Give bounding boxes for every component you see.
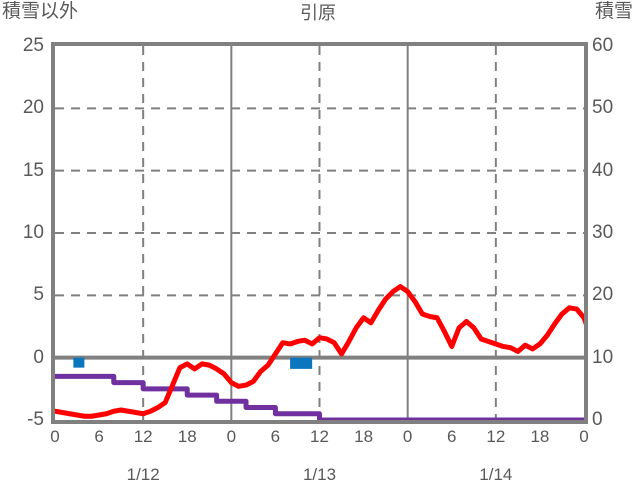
- x-axis-tick: 6: [270, 427, 281, 446]
- x-axis-tick: 12: [133, 427, 153, 446]
- y-axis-tick-left: 25: [22, 35, 44, 56]
- precipitation-bar: [290, 357, 313, 369]
- x-axis-tick: 6: [94, 427, 104, 446]
- x-axis-date-label: 1/12: [126, 465, 160, 484]
- x-axis-tick: 6: [447, 427, 457, 446]
- y-axis-tick-right: 30: [592, 222, 614, 243]
- y-axis-tick-right: 50: [592, 97, 614, 119]
- x-axis-tick: 0: [226, 427, 237, 446]
- x-axis-tick: 18: [354, 427, 374, 446]
- plot-area: [51, 42, 588, 424]
- x-axis-date-label: 1/13: [302, 465, 337, 484]
- y-axis-tick-left: 0: [33, 346, 44, 368]
- x-axis-tick: 12: [486, 427, 506, 446]
- x-axis-tick: 12: [310, 427, 329, 446]
- y-axis-tick-left: 5: [33, 284, 44, 306]
- temperature-line: [55, 284, 584, 419]
- y-axis-tick-left: -5: [27, 409, 44, 430]
- plot-svg: [55, 46, 584, 420]
- x-axis-tick: 0: [402, 427, 413, 446]
- x-axis-tick: 0: [579, 427, 589, 446]
- y-axis-tick-right: 10: [592, 346, 614, 368]
- y-axis-tick-left: 10: [22, 222, 44, 243]
- y-axis-tick-right: 60: [592, 35, 614, 56]
- y-axis-tick-right: 20: [592, 284, 614, 306]
- x-axis-tick: 0: [50, 427, 60, 446]
- y-axis-tick-right: 40: [592, 159, 614, 181]
- y-axis-tick-right: 0: [592, 409, 603, 430]
- left-axis-label: 積雪以外: [2, 1, 79, 22]
- x-axis-tick: 18: [530, 427, 550, 446]
- snow-depth-line: [55, 373, 584, 420]
- y-axis-tick-left: 15: [22, 159, 44, 181]
- precipitation-bar: [73, 357, 85, 368]
- x-axis-date-label: 1/14: [479, 465, 513, 484]
- right-axis-label: 積雪: [594, 1, 633, 22]
- chart-title: 引原: [300, 3, 336, 23]
- y-axis-tick-left: 20: [22, 97, 44, 119]
- x-axis-tick: 18: [177, 427, 197, 446]
